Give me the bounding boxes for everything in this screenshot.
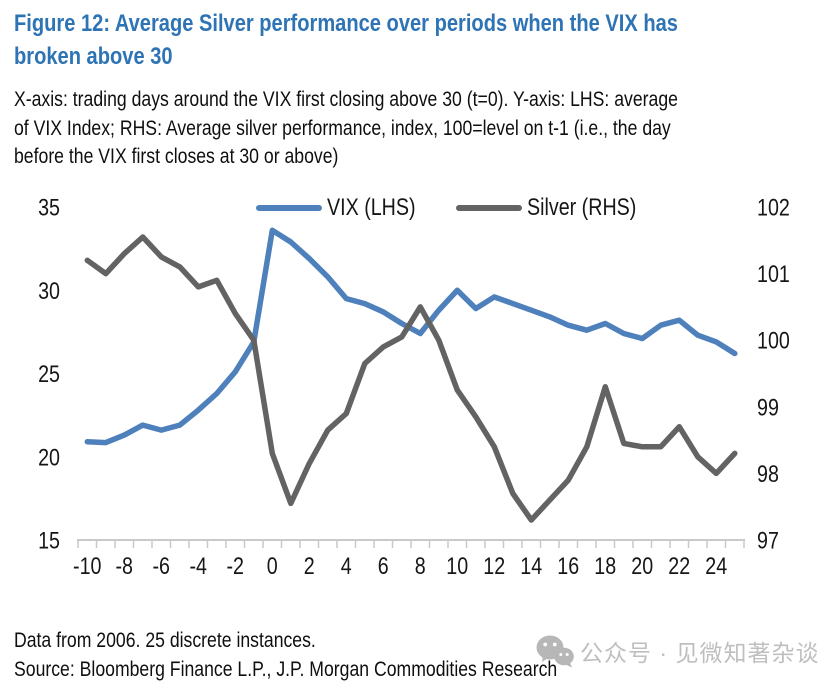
x-axis-label: 22 — [668, 552, 690, 579]
right-axis-label: 100 — [757, 327, 790, 354]
right-axis-label: 98 — [757, 460, 779, 487]
right-axis-label: 102 — [757, 194, 790, 221]
left-axis-label: 35 — [38, 194, 60, 221]
left-axis-label: 25 — [38, 360, 60, 387]
x-axis-label: 14 — [520, 552, 542, 579]
x-axis-label: -2 — [226, 552, 244, 579]
vix-line-swatch — [256, 205, 322, 211]
figure-title: Figure 12: Average Silver performance ov… — [14, 7, 824, 73]
left-axis-label: 30 — [38, 277, 60, 304]
legend-item-vix: VIX (LHS) — [256, 194, 435, 221]
figure-note-line1: X-axis: trading days around the VIX firs… — [14, 87, 678, 111]
figure-note-line3: before the VIX first closes at 30 or abo… — [14, 144, 339, 168]
x-axis-label: -4 — [189, 552, 207, 579]
x-axis-label: 6 — [378, 552, 389, 579]
legend-label-silver: Silver (RHS) — [527, 194, 637, 221]
silver-line — [84, 234, 738, 523]
footer: Data from 2006. 25 discrete instances. S… — [14, 626, 676, 683]
x-axis-label: 4 — [341, 552, 352, 579]
x-axis-label: 10 — [446, 552, 468, 579]
figure-title-line2: broken above 30 — [14, 43, 173, 70]
x-axis-label: 24 — [705, 552, 727, 579]
right-axis-label: 101 — [757, 260, 790, 287]
left-axis-label: 20 — [38, 443, 60, 470]
wechat-icon — [536, 635, 574, 668]
x-axis-label: -10 — [73, 552, 101, 579]
right-axis-label: 97 — [757, 527, 779, 554]
figure-note: X-axis: trading days around the VIX firs… — [14, 85, 824, 171]
x-axis-label: 2 — [304, 552, 315, 579]
x-axis-label: -8 — [115, 552, 133, 579]
x-axis-label: 16 — [557, 552, 579, 579]
vix-line — [84, 227, 738, 446]
watermark-text: 公众号 · 见微知著杂谈 — [580, 640, 820, 666]
legend-label-vix: VIX (LHS) — [327, 194, 416, 221]
watermark: 公众号 · 见微知著杂谈 — [536, 634, 819, 668]
x-axis-label: 20 — [631, 552, 653, 579]
x-axis-label: 8 — [415, 552, 426, 579]
x-axis-label: -6 — [152, 552, 170, 579]
x-axis-label: 12 — [483, 552, 505, 579]
figure-title-line1: Figure 12: Average Silver performance ov… — [14, 10, 678, 37]
left-axis-label: 15 — [38, 527, 60, 554]
footer-data-note: Data from 2006. 25 discrete instances. — [14, 628, 316, 652]
silver-line-swatch — [456, 205, 522, 211]
right-axis-label: 99 — [757, 393, 779, 420]
x-axis-label: 0 — [267, 552, 278, 579]
figure-note-line2: of VIX Index; RHS: Average silver perfor… — [14, 115, 671, 140]
x-axis-label: 18 — [594, 552, 616, 579]
legend-item-silver: Silver (RHS) — [456, 194, 660, 221]
footer-source: Source: Bloomberg Finance L.P., J.P. Mor… — [14, 656, 558, 681]
